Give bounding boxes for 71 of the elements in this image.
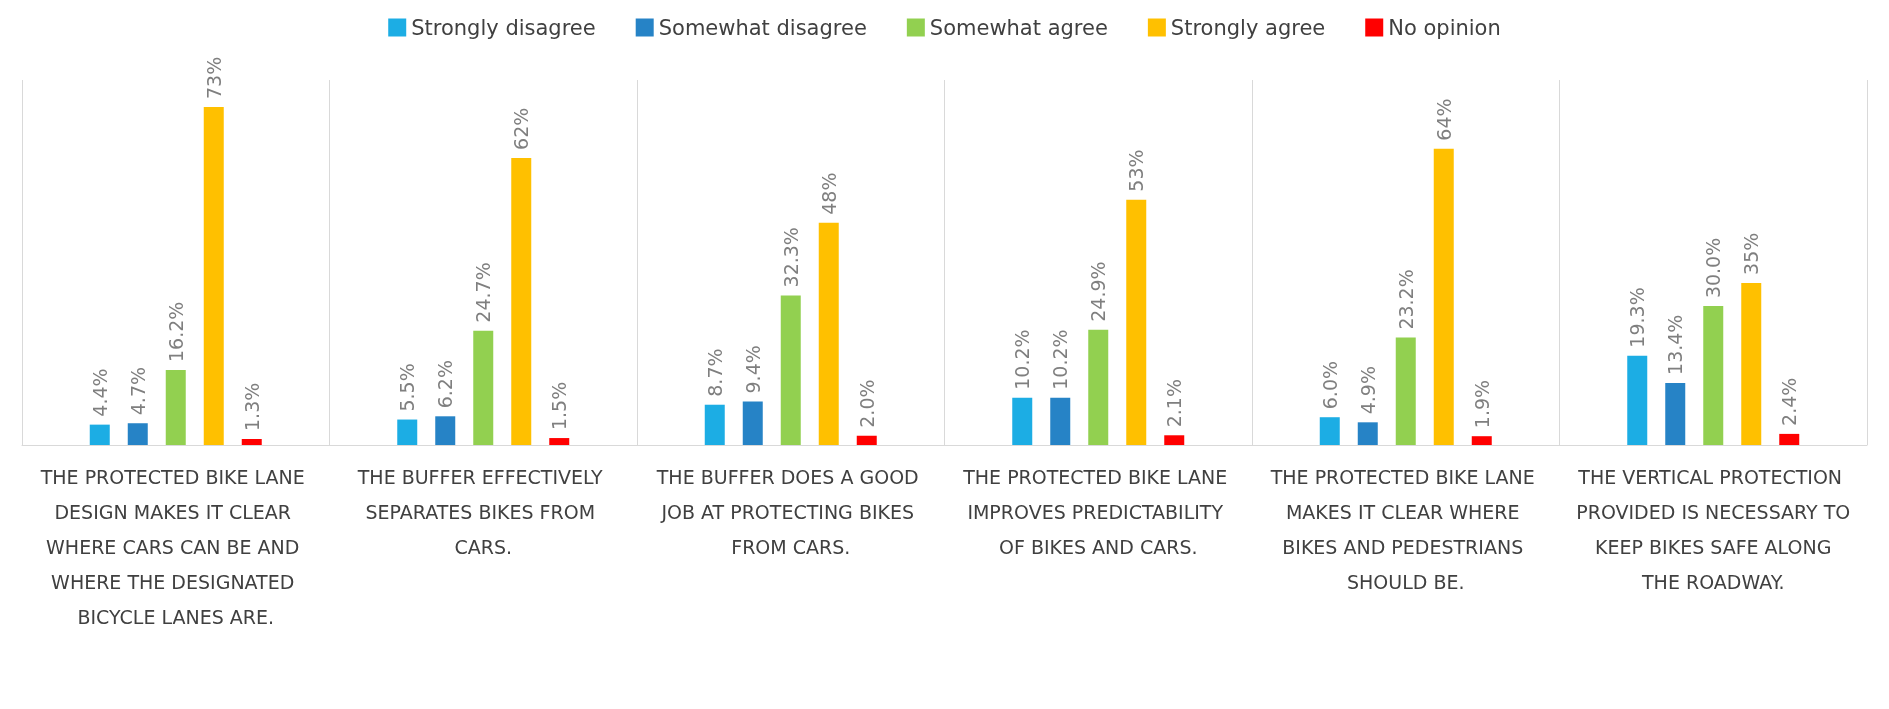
bar <box>1050 397 1071 445</box>
data-label: 62% <box>510 107 533 150</box>
bar <box>1627 355 1648 445</box>
bar <box>511 157 532 445</box>
data-label: 5.5% <box>396 363 419 412</box>
x-tick-label: THE PROTECTED BIKE LANE MAKES IT CLEAR WHERE BIKES AND PEDESTRIANS SHOULD BE. <box>1269 465 1541 593</box>
bar <box>856 435 877 445</box>
bar <box>1126 199 1147 445</box>
bar <box>1665 382 1686 445</box>
legend-label: Strongly agree <box>1170 15 1326 40</box>
bar <box>1433 148 1454 445</box>
bar <box>127 423 148 445</box>
bar <box>165 370 186 445</box>
bar <box>1779 433 1800 445</box>
x-tick-label: THE BUFFER DOES A GOOD JOB AT PROTECTING BIKES FROM CARS. <box>655 465 925 558</box>
data-label: 23.2% <box>1394 269 1417 330</box>
bar <box>1703 306 1724 445</box>
data-label: 4.7% <box>126 366 149 416</box>
data-label: 1.5% <box>548 381 571 431</box>
bar <box>241 438 262 445</box>
data-label: 8.7% <box>703 348 726 397</box>
data-label: 73% <box>202 56 225 100</box>
legend-label: Somewhat disagree <box>658 15 867 40</box>
data-label: 10.2% <box>1011 329 1034 390</box>
bar <box>780 295 801 445</box>
data-label: 6.0% <box>1318 360 1341 410</box>
data-label: 32.3% <box>779 227 802 288</box>
data-label: 48% <box>817 172 840 215</box>
data-label: 10.2% <box>1049 329 1072 390</box>
data-label: 30.0% <box>1702 237 1725 299</box>
data-label: 4.9% <box>1356 366 1379 415</box>
data-label: 16.2% <box>164 301 187 362</box>
x-tick-label: THE VERTICAL PROTECTION PROVIDED IS NECESSARY TO KEEP BIKES SAFE ALONG THE ROADWAY. <box>1576 465 1851 593</box>
bar <box>203 107 224 445</box>
bar <box>1357 422 1378 445</box>
bar <box>704 404 725 445</box>
bar <box>1471 436 1492 445</box>
data-label: 6.2% <box>434 360 457 409</box>
bar <box>1741 282 1762 445</box>
data-label: 19.3% <box>1626 287 1649 348</box>
data-label: 9.4% <box>741 345 764 394</box>
data-label: 2.0% <box>855 379 878 428</box>
x-tick-label: THE BUFFER EFFECTIVELY SEPARATES BIKES FROM CARS. <box>356 465 609 558</box>
bar <box>435 416 456 445</box>
bar <box>1088 329 1109 445</box>
bar <box>397 419 418 445</box>
bar <box>1012 397 1033 445</box>
data-label: 35% <box>1740 232 1763 275</box>
bar <box>89 424 110 445</box>
data-label: 2.4% <box>1778 377 1801 426</box>
bar <box>1319 417 1340 445</box>
bar <box>818 222 839 445</box>
bar <box>1164 435 1185 445</box>
bar <box>1395 337 1416 445</box>
data-label: 24.9% <box>1087 261 1110 322</box>
data-label: 53% <box>1125 149 1148 192</box>
x-tick-label: THE PROTECTED BIKE LANE IMPROVES PREDICTABILITY OF BIKES AND CARS. <box>962 465 1234 558</box>
legend-label: Strongly disagree <box>411 15 596 40</box>
data-label: 1.3% <box>240 382 263 431</box>
data-label: 1.9% <box>1470 379 1493 429</box>
data-label: 24.7% <box>472 262 495 323</box>
legend-label: Somewhat agree <box>929 15 1108 40</box>
x-tick-label: THE PROTECTED BIKE LANE DESIGN MAKES IT CLEAR WHERE CARS CAN BE AND WHERE THE DESIGNATED BICYCLE LANES ARE. <box>39 465 311 628</box>
data-label: 4.4% <box>88 368 111 417</box>
data-label: 64% <box>1432 98 1455 141</box>
data-label: 2.1% <box>1163 379 1186 428</box>
bar <box>473 330 494 445</box>
bar <box>549 438 570 445</box>
legend-label: No opinion <box>1388 15 1501 40</box>
data-label: 13.4% <box>1664 314 1687 375</box>
bar <box>742 401 763 445</box>
